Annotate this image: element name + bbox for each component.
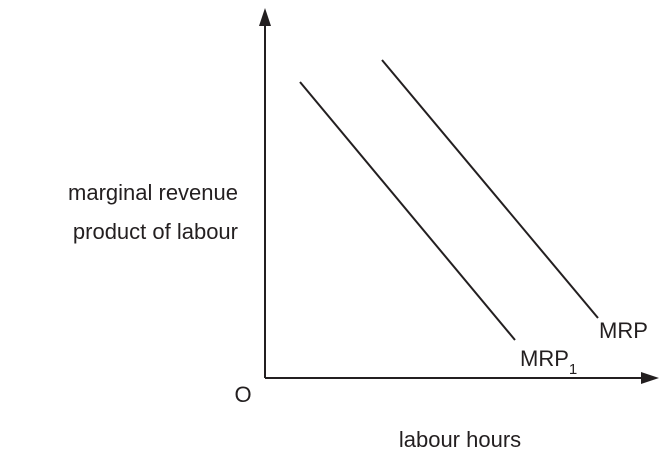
origin-label: O (234, 382, 251, 407)
y-axis-label: product of labour (73, 219, 238, 244)
x-axis-label: labour hours (399, 427, 521, 452)
y-axis-label: marginal revenue (68, 180, 238, 205)
curve-mrp1 (299, 81, 516, 341)
curve-label: MRP (599, 318, 648, 343)
y-axis-arrow (259, 8, 271, 26)
curve-label-main: MRP (520, 346, 569, 371)
curve-mrp (381, 59, 599, 319)
curve-label-subscript: 1 (569, 361, 577, 378)
curve-label: MRP1 (520, 346, 577, 378)
x-axis-arrow (641, 372, 659, 384)
